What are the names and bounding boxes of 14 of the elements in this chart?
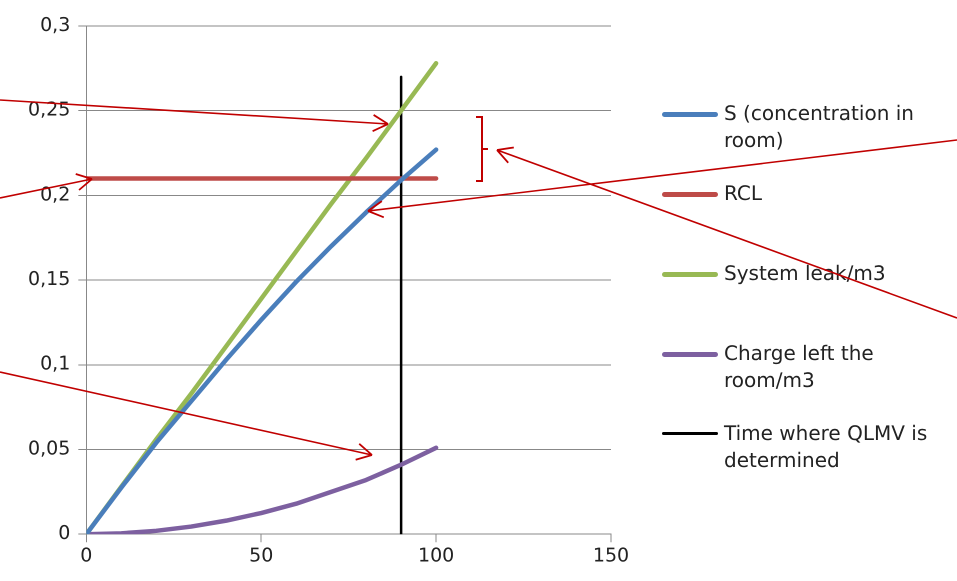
x-tick-label: 100	[418, 544, 454, 567]
legend-label: Time where QLMV is determined	[724, 420, 928, 474]
y-tick-label: 0,15	[28, 268, 70, 290]
y-tick-label: 0,05	[28, 437, 70, 460]
y-tick-label: 0,1	[40, 352, 70, 375]
x-tick-label: 150	[592, 544, 630, 567]
legend-label: S (concentration in room)	[724, 100, 915, 154]
y-tick-label: 0	[58, 522, 70, 544]
legend-label: Charge left the room/m3	[724, 340, 875, 394]
y-tick-label: 0,3	[40, 14, 70, 36]
x-tick-label: 0	[80, 544, 92, 567]
y-tick-label: 0,2	[40, 183, 70, 206]
x-tick-label: 50	[249, 544, 274, 567]
legend-label: RCL	[724, 180, 764, 207]
